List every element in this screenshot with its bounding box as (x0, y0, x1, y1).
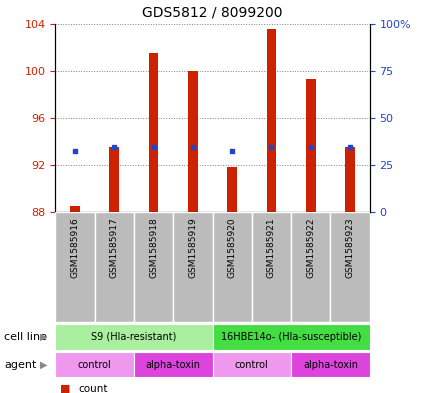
Bar (252, 212, 291, 322)
Text: 16HBE14o- (Hla-susceptible): 16HBE14o- (Hla-susceptible) (221, 332, 361, 342)
Bar (149, 53, 159, 212)
Text: control: control (235, 360, 269, 369)
Bar (212, 212, 252, 322)
Text: GSM1585916: GSM1585916 (71, 218, 79, 279)
Text: control: control (78, 360, 111, 369)
Text: alpha-toxin: alpha-toxin (146, 360, 201, 369)
Bar (291, 212, 331, 322)
Text: count: count (79, 384, 108, 393)
Bar (55, 324, 212, 350)
Text: cell line: cell line (4, 332, 47, 342)
Bar (227, 167, 237, 212)
Bar (345, 147, 355, 212)
Text: agent: agent (4, 360, 37, 369)
Bar (134, 352, 212, 377)
Bar (212, 324, 370, 350)
Text: GSM1585918: GSM1585918 (149, 218, 158, 279)
Text: GSM1585917: GSM1585917 (110, 218, 119, 279)
Text: ■: ■ (60, 384, 70, 393)
Text: GSM1585922: GSM1585922 (306, 218, 315, 278)
Bar (94, 212, 134, 322)
Bar (212, 352, 291, 377)
Text: GSM1585923: GSM1585923 (346, 218, 354, 278)
Bar (109, 147, 119, 212)
Bar (188, 71, 198, 212)
Bar (331, 212, 370, 322)
Bar (70, 206, 80, 212)
Bar (266, 29, 276, 212)
Text: GSM1585921: GSM1585921 (267, 218, 276, 278)
Text: alpha-toxin: alpha-toxin (303, 360, 358, 369)
Bar (55, 352, 134, 377)
Bar (134, 212, 173, 322)
Bar (291, 352, 370, 377)
Bar (306, 79, 316, 212)
Text: GSM1585920: GSM1585920 (228, 218, 237, 278)
Text: GSM1585919: GSM1585919 (188, 218, 197, 279)
Bar (55, 212, 94, 322)
Text: ▶: ▶ (40, 360, 48, 369)
Title: GDS5812 / 8099200: GDS5812 / 8099200 (142, 6, 283, 20)
Text: S9 (Hla-resistant): S9 (Hla-resistant) (91, 332, 176, 342)
Text: ▶: ▶ (40, 332, 48, 342)
Bar (173, 212, 212, 322)
